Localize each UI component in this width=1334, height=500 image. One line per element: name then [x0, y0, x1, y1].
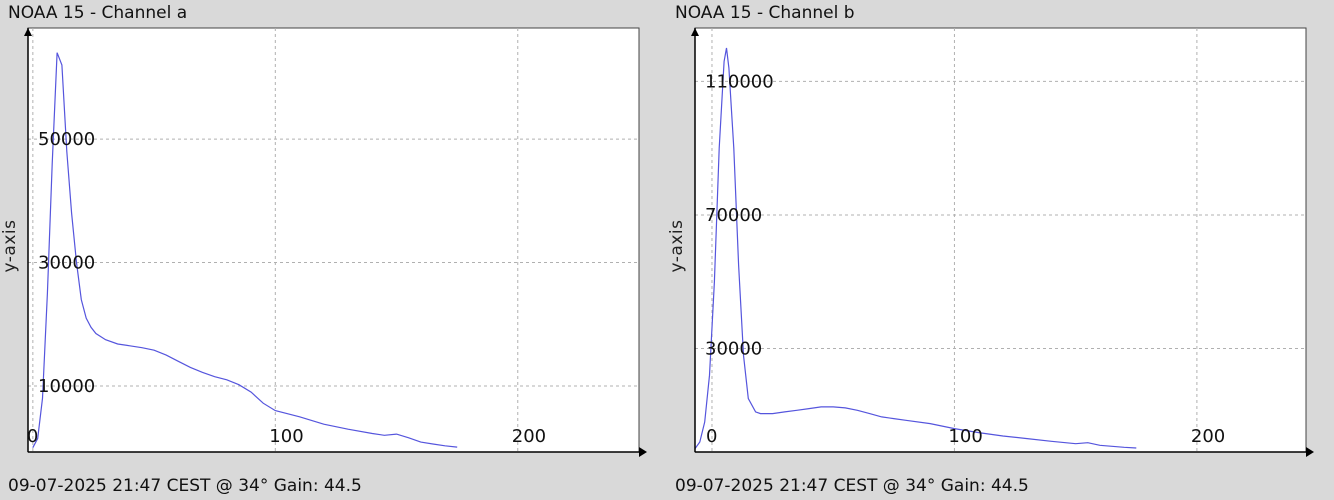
plot-area — [27, 27, 640, 453]
y-tick-label: 30000 — [38, 253, 95, 274]
capture-info-footer: 09-07-2025 21:47 CEST @ 34° Gain: 44.5 — [675, 476, 1029, 496]
chart-a-plot: 0 100 200 10000 30000 50000 — [24, 27, 647, 457]
x-tick-label: 100 — [269, 426, 303, 447]
series-line — [694, 47, 1137, 450]
y-tick-label: 30000 — [705, 339, 762, 360]
plot-area — [694, 27, 1307, 453]
y-tick-label: 70000 — [705, 205, 762, 226]
y-tick-label: 50000 — [38, 129, 95, 150]
chart-b-plot: 0 100 200 30000 70000 110000 — [691, 27, 1314, 457]
y-axis-arrow — [24, 28, 32, 36]
capture-info-footer: 09-07-2025 21:47 CEST @ 34° Gain: 44.5 — [8, 476, 362, 496]
x-tick-label: 100 — [948, 426, 982, 447]
y-tick-label: 10000 — [38, 376, 95, 397]
series-line — [32, 52, 458, 448]
chart-title: NOAA 15 - Channel a — [8, 3, 188, 23]
chart-panel-a: NOAA 15 - Channel a y-axis 0 100 200 10000 3… — [0, 3, 647, 496]
x-axis-arrow — [1306, 447, 1314, 457]
x-tick-label: 0 — [706, 426, 717, 447]
x-tick-label: 200 — [512, 426, 546, 447]
x-tick-label: 200 — [1191, 426, 1225, 447]
chart-title: NOAA 15 - Channel b — [675, 3, 855, 23]
chart-panel-b: NOAA 15 - Channel b y-axis 0 100 200 30000 7… — [667, 0, 1334, 500]
x-axis-arrow — [639, 447, 647, 457]
y-axis-arrow — [691, 28, 699, 36]
x-tick-label: 0 — [27, 426, 38, 447]
y-tick-label: 110000 — [705, 71, 774, 92]
